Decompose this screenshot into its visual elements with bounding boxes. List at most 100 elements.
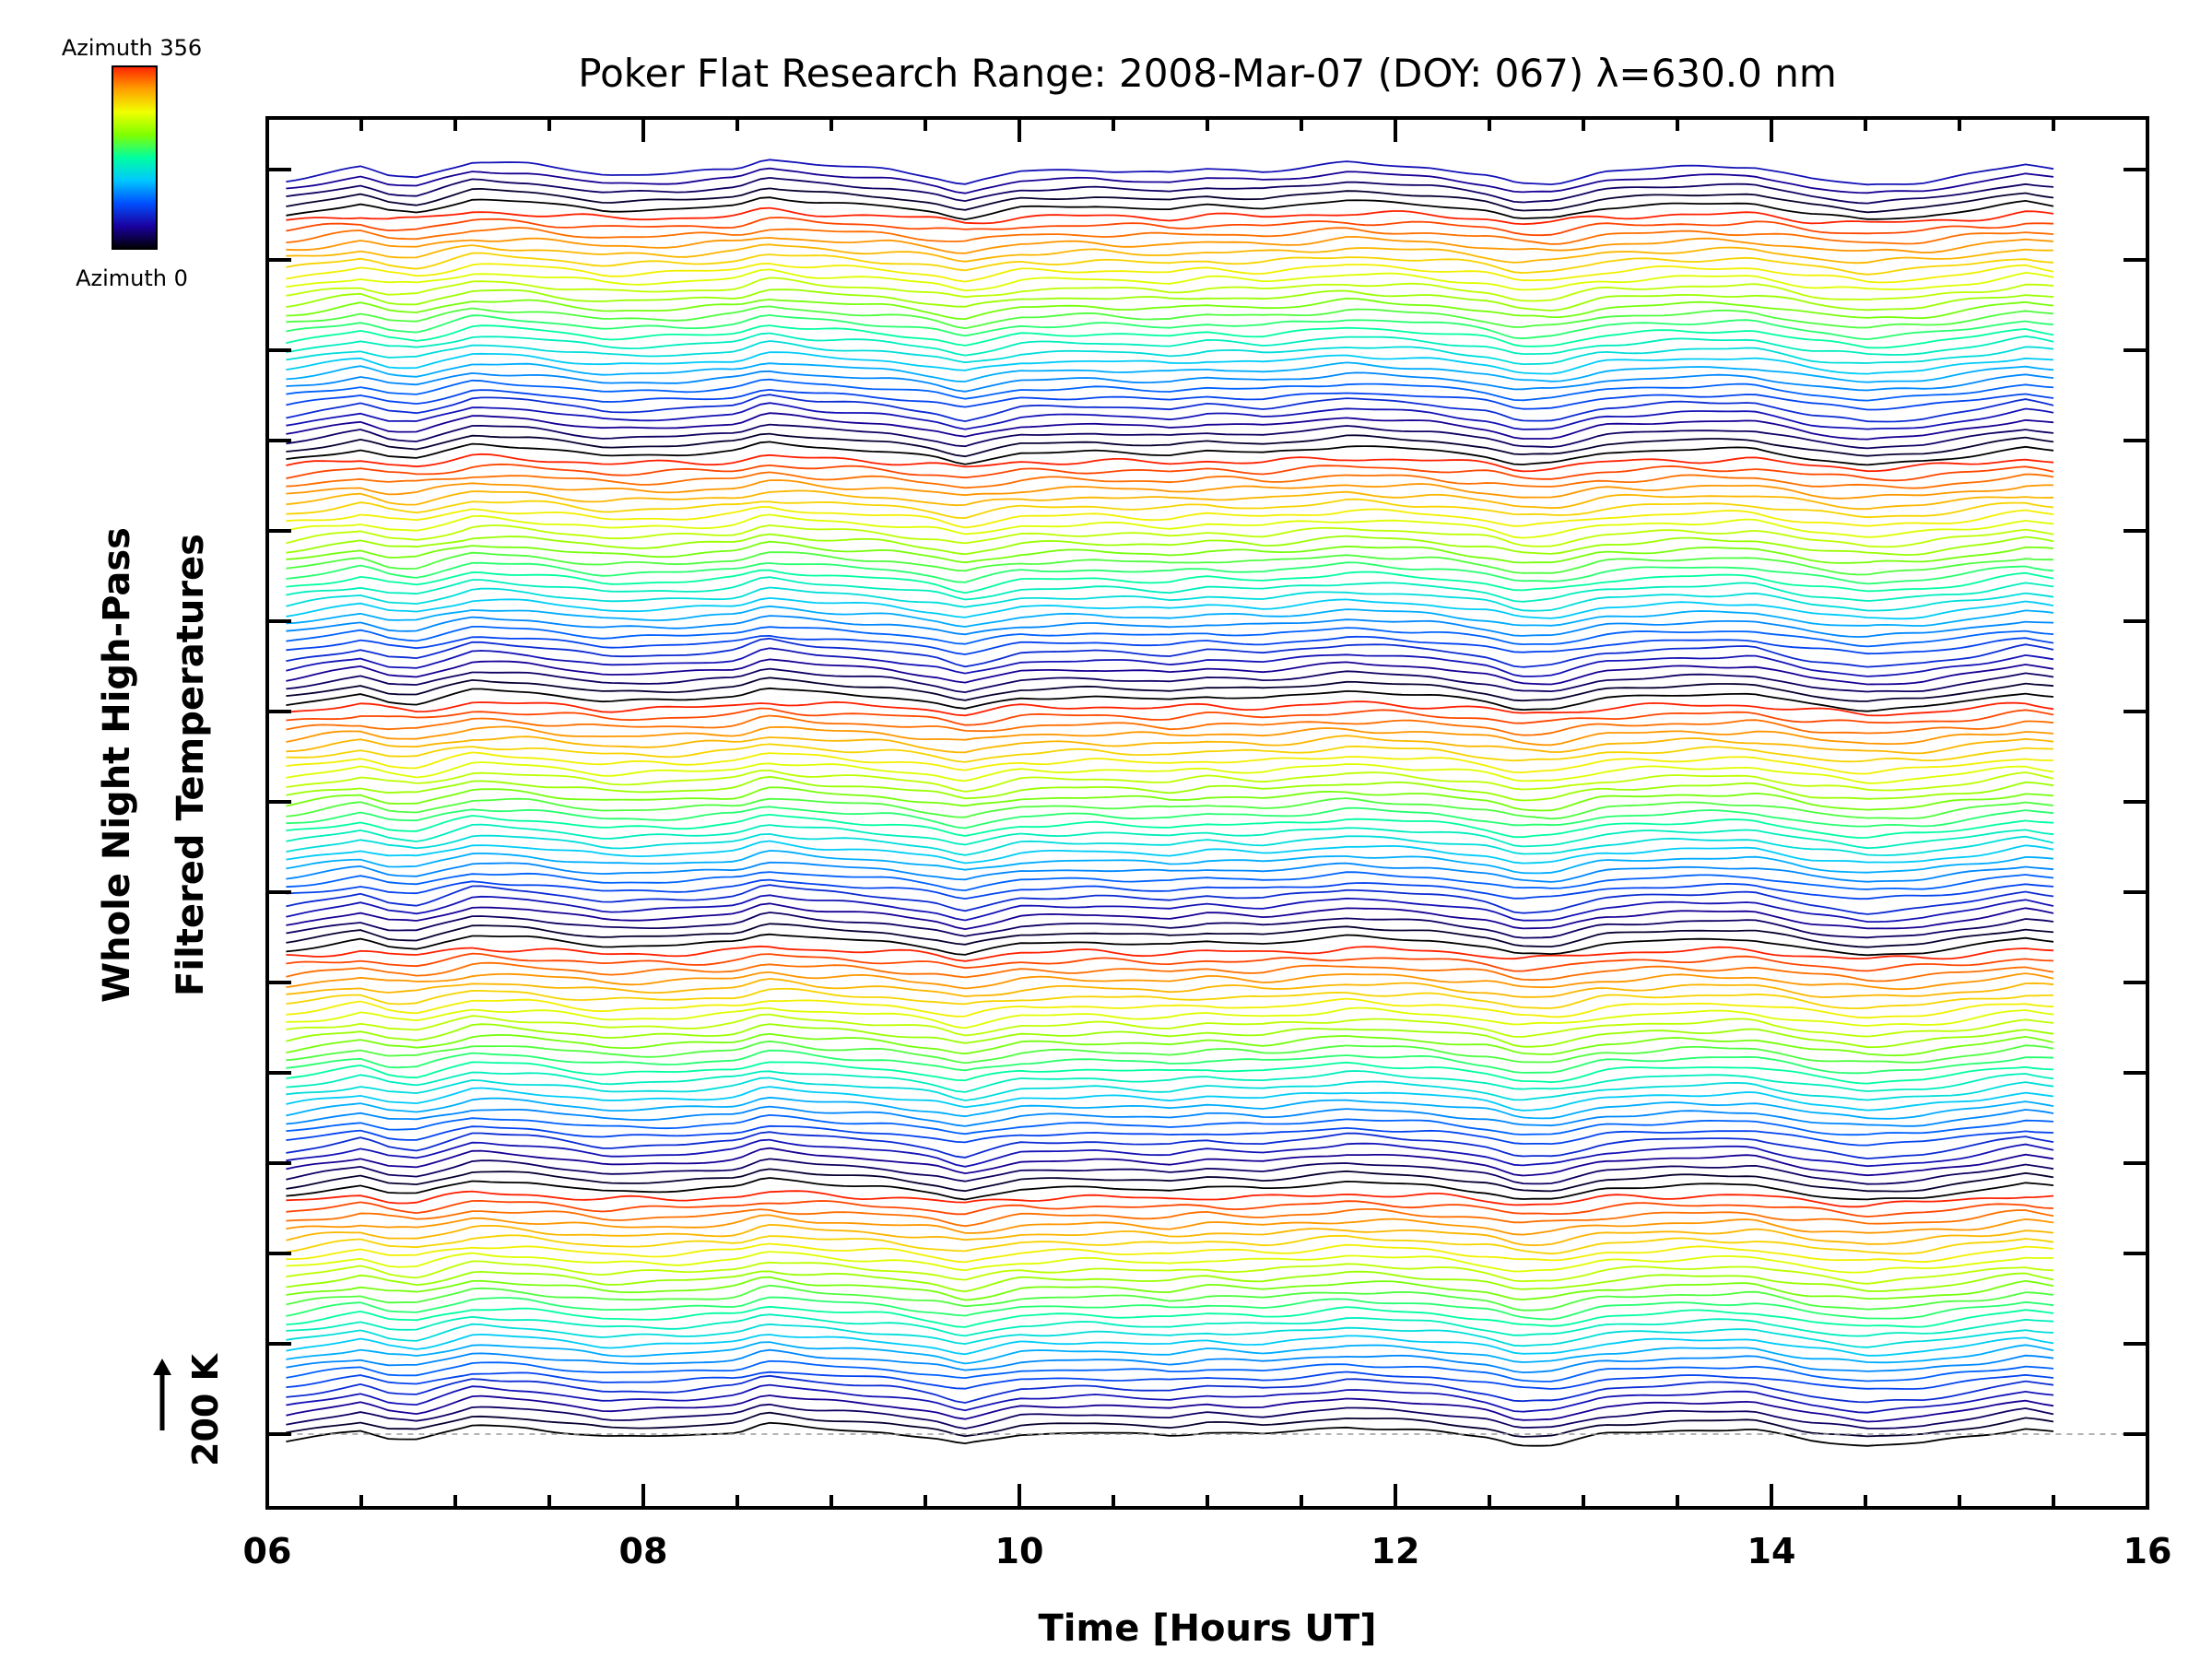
series-line <box>286 933 2054 957</box>
series-line <box>286 479 2053 500</box>
series-line <box>286 561 2054 585</box>
series-line <box>286 1403 2054 1430</box>
series-line <box>286 1371 2054 1390</box>
series-line <box>286 159 2054 186</box>
series-line <box>286 806 2054 830</box>
scale-arrow-head <box>153 1359 171 1375</box>
series-line <box>286 297 2054 321</box>
x-tick-label: 12 <box>1371 1531 1420 1571</box>
series-line <box>286 667 2054 694</box>
x-tick-label: 14 <box>1747 1531 1796 1571</box>
series-line <box>286 1333 2054 1357</box>
series-line <box>286 276 2054 302</box>
series-line <box>286 971 2054 991</box>
series-line <box>286 471 2054 489</box>
plot-frame <box>265 116 2149 1510</box>
series-line <box>286 324 2054 349</box>
series-line <box>286 634 2054 655</box>
series-line <box>286 378 2054 402</box>
series-line <box>286 1394 2054 1423</box>
series-line <box>286 637 2054 668</box>
series-line <box>286 506 2054 529</box>
series-line <box>286 441 2054 466</box>
series-line <box>286 1284 2054 1312</box>
series-line <box>286 1006 2054 1030</box>
series-line <box>286 1313 2054 1337</box>
series-line <box>286 263 2054 284</box>
series-line <box>286 1138 2054 1168</box>
series-line <box>286 1242 2054 1264</box>
series-line <box>286 540 2054 564</box>
series-line <box>286 1049 2054 1075</box>
series-line <box>286 394 2054 423</box>
series-line <box>286 605 2054 628</box>
series-line <box>286 1341 2054 1365</box>
series-line <box>286 576 2054 603</box>
y-axis-ticks <box>267 168 2147 1436</box>
series-line <box>286 775 2054 802</box>
series-line <box>286 658 2054 686</box>
series-line <box>286 596 2054 620</box>
series-line <box>286 1013 2054 1038</box>
series-line <box>286 1199 2054 1218</box>
series-line <box>286 1323 2054 1348</box>
series-line <box>286 952 2054 972</box>
series-line <box>286 340 2054 366</box>
series-line <box>286 1421 2054 1447</box>
series-line <box>286 551 2053 576</box>
series-line <box>286 786 2054 812</box>
colorbar: Azimuth 356 Azimuth 0 <box>62 35 202 291</box>
series-line <box>286 615 2054 638</box>
series-line <box>286 850 2054 875</box>
series-line <box>286 1023 2054 1049</box>
series-line <box>286 832 2054 856</box>
series-line <box>286 1147 2054 1177</box>
series-line <box>286 1251 2054 1274</box>
series-line <box>286 533 2054 556</box>
scale-bar-label: 200 K <box>185 1352 226 1466</box>
series-line <box>286 167 2054 194</box>
series-line <box>286 823 2054 850</box>
series-line <box>286 1070 2054 1093</box>
series-line <box>286 1190 2054 1208</box>
series-line <box>286 268 2054 292</box>
x-tick-label: 08 <box>619 1531 668 1571</box>
series-lines <box>286 159 2054 1447</box>
series-line <box>286 840 2054 865</box>
series-line <box>286 305 2054 330</box>
chart-title: Poker Flat Research Range: 2008-Mar-07 (… <box>578 51 1837 96</box>
series-line <box>286 453 2054 473</box>
series-line <box>286 1260 2054 1285</box>
series-line <box>286 1113 2054 1136</box>
x-tick-label: 16 <box>2124 1531 2172 1571</box>
series-line <box>286 1276 2054 1301</box>
series-line <box>286 243 2054 265</box>
x-axis-label: Time [Hours UT] <box>1039 1607 1377 1650</box>
series-line <box>286 1032 2054 1057</box>
series-line <box>286 1296 2054 1321</box>
scale-indicator: 200 K <box>153 1352 226 1466</box>
series-line <box>286 314 2054 341</box>
series-line <box>286 1223 2054 1247</box>
series-line <box>286 677 2054 702</box>
series-line <box>286 217 2054 237</box>
series-line <box>286 489 2054 511</box>
colorbar-bottom-label: Azimuth 0 <box>76 265 188 291</box>
series-line <box>286 797 2054 820</box>
series-line <box>286 586 2054 612</box>
series-line <box>286 252 2054 276</box>
series-line <box>286 1208 2054 1228</box>
series-line <box>286 361 2054 383</box>
series-line <box>286 196 2054 221</box>
series-line <box>286 1214 2054 1236</box>
series-line <box>286 626 2054 648</box>
series-line <box>286 813 2054 839</box>
series-line <box>286 871 2054 892</box>
series-line <box>286 647 2054 677</box>
series-line <box>286 1177 2054 1201</box>
series-line <box>286 235 2054 254</box>
x-tick-label: 06 <box>243 1531 292 1571</box>
series-line <box>286 1411 2054 1438</box>
x-tick-label: 10 <box>995 1531 1044 1571</box>
